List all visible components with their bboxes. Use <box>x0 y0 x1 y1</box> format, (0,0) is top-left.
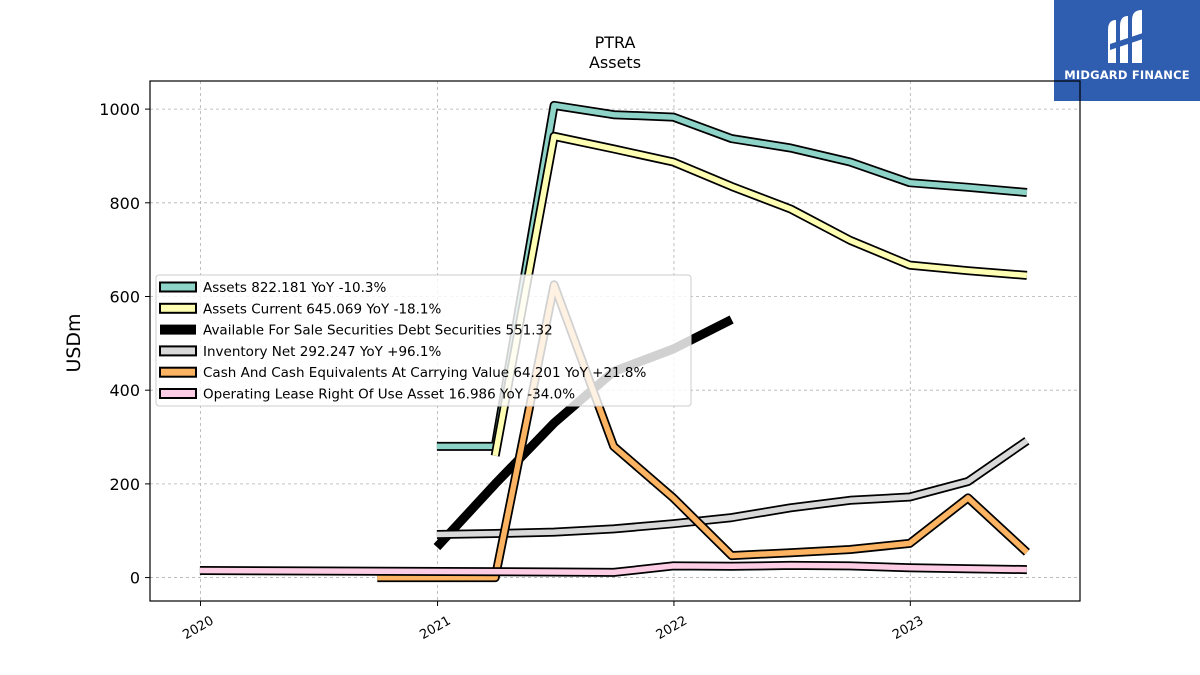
legend-swatch <box>160 324 196 335</box>
legend-item: Cash And Cash Equivalents At Carrying Va… <box>159 365 647 381</box>
chart-subtitle: Assets <box>589 53 641 72</box>
series-line <box>492 133 1028 457</box>
y-tick-label: 800 <box>109 194 140 213</box>
series-1 <box>490 131 1028 457</box>
series-line <box>436 438 1029 538</box>
brand-logo: MIDGARD FINANCE <box>1054 0 1200 101</box>
legend-swatch <box>159 345 197 357</box>
series-3 <box>436 437 1030 539</box>
legend-item: Assets Current 645.069 YoY -18.1% <box>159 301 442 317</box>
legend: Assets 822.181 YoY -10.3% Assets Current … <box>155 274 692 407</box>
series-5 <box>199 560 1027 577</box>
y-axis-label: USDm <box>63 313 85 372</box>
legend-item: Inventory Net 292.247 YoY +96.1% <box>159 344 441 360</box>
x-tick-label: 2023 <box>890 613 926 643</box>
legend-label: Available For Sale Securities Debt Secur… <box>203 323 553 339</box>
legend-swatch <box>159 388 197 399</box>
x-tick-label: 2022 <box>654 613 690 643</box>
legend-label: Cash And Cash Equivalents At Carrying Va… <box>203 365 647 381</box>
y-tick-label: 1000 <box>99 100 140 119</box>
legend-item: Assets 822.181 YoY -10.3% <box>159 280 387 296</box>
chart-title: PTRA <box>595 33 636 52</box>
y-tick-label: 0 <box>130 569 140 588</box>
x-tick-label: 2020 <box>180 613 216 643</box>
legend-label: Assets 822.181 YoY -10.3% <box>203 280 387 296</box>
y-tick-label: 400 <box>109 381 140 400</box>
legend-item: Available For Sale Securities Debt Secur… <box>160 323 553 339</box>
x-tick-label: 2021 <box>417 613 453 643</box>
legend-label: Assets Current 645.069 YoY -18.1% <box>203 301 442 317</box>
legend-swatch <box>159 302 197 314</box>
legend-item: Operating Lease Right Of Use Asset 16.98… <box>159 387 575 403</box>
brand-name: MIDGARD FINANCE <box>1064 68 1190 82</box>
series-line <box>199 562 1027 576</box>
legend-label: Operating Lease Right Of Use Asset 16.98… <box>203 387 575 403</box>
legend-label: Inventory Net 292.247 YoY +96.1% <box>203 344 441 360</box>
legend-swatch <box>159 366 197 378</box>
midgard-m-icon <box>1108 10 1146 63</box>
legend-box <box>155 274 692 407</box>
y-tick-label: 600 <box>109 287 140 306</box>
plot-frame <box>149 80 1081 602</box>
legend-swatch <box>159 281 197 293</box>
y-tick-label: 200 <box>109 475 140 494</box>
